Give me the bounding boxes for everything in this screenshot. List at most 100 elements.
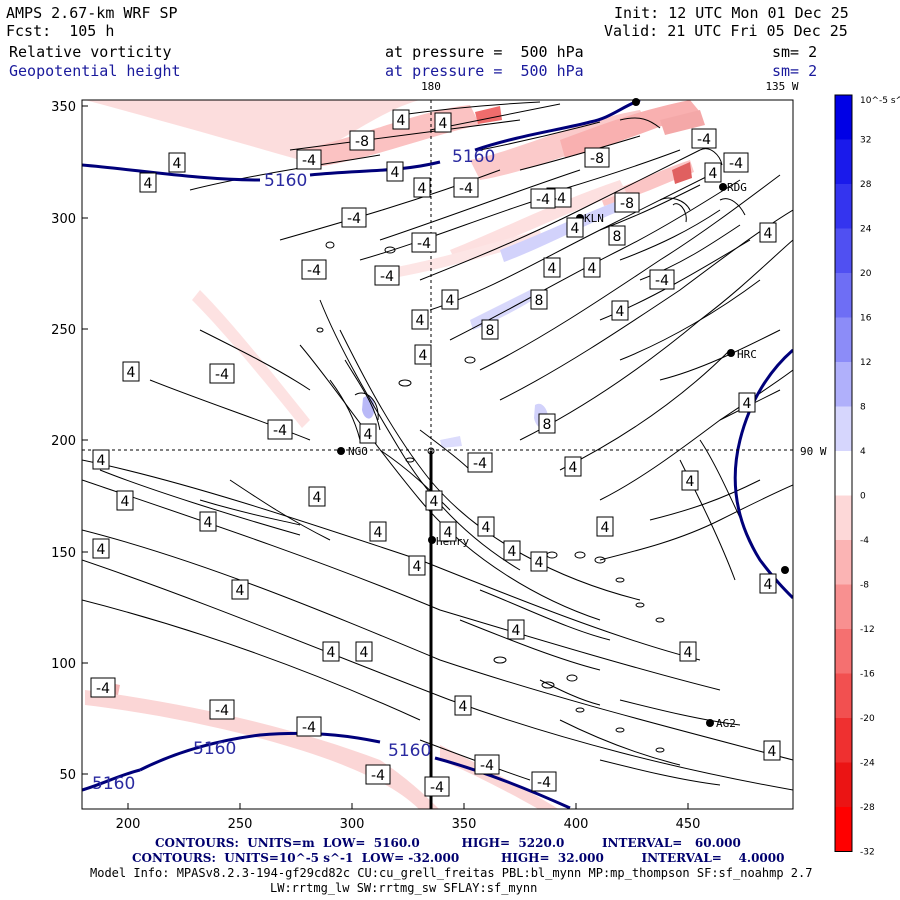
- field1-name: Relative vorticity: [9, 43, 172, 61]
- height-contours: [82, 100, 793, 809]
- colorbar-segment: [835, 406, 852, 451]
- y-tick-label: 100: [51, 657, 76, 672]
- colorbar-segment: [835, 540, 852, 585]
- vorticity-contour-label: 4: [583, 257, 601, 278]
- svg-text:4: 4: [413, 559, 422, 575]
- svg-text:-4: -4: [459, 181, 473, 197]
- cross-section-origin: [427, 447, 435, 455]
- x-tick-label: 400: [564, 817, 589, 832]
- svg-text:-4: -4: [347, 211, 361, 227]
- svg-text:4: 4: [743, 396, 752, 412]
- colorbar-segment: [835, 95, 852, 140]
- svg-text:-4: -4: [417, 236, 431, 252]
- colorbar-tick-label: 12: [860, 358, 871, 368]
- vorticity-contour-label: 4: [611, 300, 629, 321]
- svg-text:4: 4: [684, 645, 693, 661]
- svg-text:4: 4: [121, 494, 130, 510]
- svg-text:4: 4: [512, 623, 521, 639]
- vorticity-contour-label: 4: [439, 521, 457, 542]
- y-tick-label: 300: [51, 212, 76, 227]
- svg-text:-8: -8: [355, 134, 369, 150]
- station-dot-hrc: [727, 349, 735, 357]
- svg-text:4: 4: [439, 116, 448, 132]
- colorbar-tick-label: 8: [860, 403, 866, 413]
- negative-vorticity-area: [672, 162, 692, 184]
- svg-text:-8: -8: [620, 196, 634, 212]
- vorticity-contour-label: 4: [596, 516, 614, 537]
- vorticity-contour-label: -4: [474, 754, 500, 775]
- vorticity-contour-label: -4: [411, 232, 437, 253]
- svg-text:4: 4: [446, 293, 455, 309]
- vorticity-contour-label: 4: [454, 695, 472, 716]
- y-tick-label: 50: [59, 768, 76, 783]
- y-tick-label: 200: [51, 434, 76, 449]
- vorticity-contour-label: -8: [614, 192, 640, 213]
- svg-text:-4: -4: [473, 456, 487, 472]
- vorticity-contour-label: 4: [168, 152, 186, 173]
- vorticity-contour-label: -4: [267, 419, 293, 440]
- vorticity-contour-label: 4: [116, 490, 134, 511]
- init-time: Init: 12 UTC Mon 01 Dec 25: [614, 4, 849, 22]
- station-dot-edge: [781, 566, 789, 574]
- svg-text:-4: -4: [697, 132, 711, 148]
- positive-vorticity-area: [500, 200, 622, 262]
- vorticity-contour-label: 4: [763, 740, 781, 761]
- vorticity-contour-label: 4: [322, 641, 340, 662]
- colorbar-unit: 10^-5 s^-1: [860, 96, 900, 106]
- svg-text:4: 4: [416, 313, 425, 329]
- svg-text:4: 4: [364, 427, 373, 443]
- colorbar-segment: [835, 629, 852, 674]
- vorticity-contour-label: -4: [374, 265, 400, 286]
- vorticity-contour-label: 4: [92, 538, 110, 559]
- colorbar-tick-label: -20: [860, 714, 875, 724]
- colorbar-segment: [835, 317, 852, 362]
- lon-label-90w: 90 W: [800, 445, 827, 458]
- field1-smoothing: sm= 2: [772, 43, 818, 61]
- vorticity-contour-label: 4: [413, 177, 431, 198]
- negative-vorticity-area: [85, 100, 420, 160]
- svg-text:4: 4: [686, 474, 695, 490]
- negative-vorticity-area: [660, 110, 705, 135]
- station-dot-top: [632, 98, 640, 106]
- station-label-ag2: AG2: [716, 717, 736, 730]
- colorbar-segment: [835, 807, 852, 852]
- colorbar-segment: [835, 362, 852, 407]
- vorticity-contour-label: 8: [481, 319, 499, 340]
- vorticity-contour-label: -4: [649, 269, 675, 290]
- vorticity-contour-label: -4: [90, 677, 116, 698]
- plot-frame: [81, 99, 794, 810]
- svg-text:4: 4: [548, 261, 557, 277]
- svg-text:4: 4: [97, 453, 106, 469]
- svg-text:-4: -4: [371, 768, 385, 784]
- vorticity-contour-label: 4: [308, 486, 326, 507]
- vorticity-contour-label: 4: [543, 257, 561, 278]
- colorbar-tick-label: 28: [860, 180, 872, 190]
- height-label: 5160: [264, 171, 307, 191]
- vorticity-contour-label: -4: [530, 188, 556, 209]
- vorticity-contour-label: 4: [408, 555, 426, 576]
- vorticity-contour-label: 4: [231, 579, 249, 600]
- vorticity-contour-label: -4: [301, 259, 327, 280]
- svg-text:8: 8: [535, 293, 544, 309]
- svg-text:4: 4: [313, 490, 322, 506]
- vorticity-contour-label: -4: [296, 149, 322, 170]
- colorbar-segment: [835, 718, 852, 763]
- station-label-ngo: NGO: [348, 445, 368, 458]
- colorbar-tick-label: -16: [860, 670, 875, 680]
- positive-vorticity-area: [470, 290, 533, 330]
- svg-text:8: 8: [543, 417, 552, 433]
- vorticity-contour-label: -8: [349, 130, 375, 151]
- svg-text:4: 4: [430, 494, 439, 510]
- colorbar-tick-label: 20: [860, 269, 872, 279]
- vorticity-field: [82, 100, 793, 809]
- colorbar: 32 28 24 20 16 12 8 4 0 -4 -8 -12 -16 -20 -24 -28 -32: [834, 94, 875, 858]
- svg-text:4: 4: [444, 525, 453, 541]
- vorticity-contour-label: -4: [365, 764, 391, 785]
- svg-text:4: 4: [764, 577, 773, 593]
- negative-vorticity-area: [450, 180, 626, 262]
- colorbar-tick-label: -32: [860, 848, 875, 858]
- field2-smoothing: sm= 2: [772, 62, 818, 80]
- vorticity-contour-label: 4: [564, 456, 582, 477]
- vorticity-contour-label: -8: [584, 147, 610, 168]
- svg-text:4: 4: [360, 645, 369, 661]
